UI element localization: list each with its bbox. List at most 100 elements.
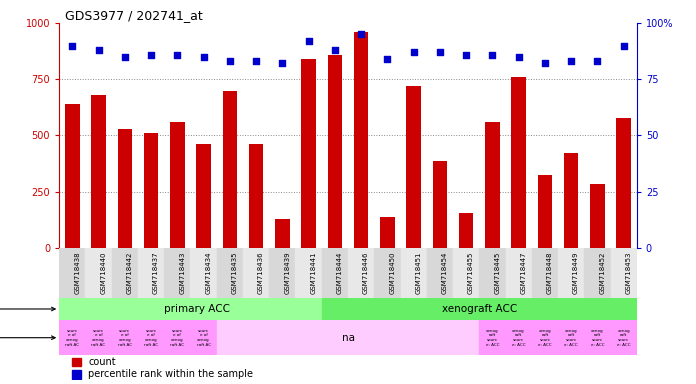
Bar xyxy=(111,248,138,298)
Bar xyxy=(216,320,480,355)
Bar xyxy=(296,248,322,298)
Bar xyxy=(275,219,290,248)
Bar xyxy=(196,144,211,248)
Bar xyxy=(223,91,237,248)
Bar xyxy=(322,298,637,320)
Point xyxy=(382,56,393,62)
Bar xyxy=(374,248,400,298)
Bar xyxy=(400,248,427,298)
Bar xyxy=(144,133,158,248)
Bar xyxy=(590,184,605,248)
Text: GSM718441: GSM718441 xyxy=(310,251,317,294)
Text: count: count xyxy=(88,357,116,367)
Text: GSM718455: GSM718455 xyxy=(468,251,474,294)
Point xyxy=(566,58,577,65)
Bar xyxy=(617,118,631,248)
Text: GSM718452: GSM718452 xyxy=(599,251,606,294)
Bar xyxy=(406,86,421,248)
Bar xyxy=(348,248,374,298)
Text: xenog
raft
sourc
e: ACC: xenog raft sourc e: ACC xyxy=(486,329,499,347)
Point xyxy=(303,38,314,44)
Bar xyxy=(322,248,348,298)
Point xyxy=(513,54,524,60)
Text: GSM718445: GSM718445 xyxy=(494,251,500,294)
Text: GSM718448: GSM718448 xyxy=(547,251,553,294)
Text: GSM718451: GSM718451 xyxy=(416,251,422,294)
Point xyxy=(119,54,130,60)
Bar xyxy=(453,248,480,298)
Text: GSM718446: GSM718446 xyxy=(363,251,369,294)
Bar xyxy=(427,248,453,298)
Text: GSM718453: GSM718453 xyxy=(626,251,631,294)
Text: GSM718434: GSM718434 xyxy=(205,251,212,294)
Point xyxy=(408,49,419,55)
Text: xenog
raft
sourc
e: ACC: xenog raft sourc e: ACC xyxy=(617,329,631,347)
Point xyxy=(198,54,209,60)
Text: xenog
raft
sourc
e: ACC: xenog raft sourc e: ACC xyxy=(512,329,525,347)
Text: sourc
e of
xenog
raft AC: sourc e of xenog raft AC xyxy=(91,329,106,347)
Bar xyxy=(118,129,132,248)
Bar xyxy=(328,55,342,248)
Point xyxy=(93,47,104,53)
Bar xyxy=(249,144,263,248)
Point xyxy=(67,43,78,49)
Text: xenog
raft
sourc
e: ACC: xenog raft sourc e: ACC xyxy=(591,329,604,347)
Point xyxy=(145,51,157,58)
Text: GSM718444: GSM718444 xyxy=(337,251,342,294)
Bar xyxy=(72,370,81,379)
Bar xyxy=(564,153,578,248)
Bar xyxy=(538,175,552,248)
Point xyxy=(592,58,603,65)
Text: GSM718449: GSM718449 xyxy=(573,251,579,294)
Bar xyxy=(269,248,296,298)
Point xyxy=(539,60,551,66)
Bar xyxy=(505,248,532,298)
Bar xyxy=(65,104,79,248)
Text: GDS3977 / 202741_at: GDS3977 / 202741_at xyxy=(65,9,203,22)
Point xyxy=(277,60,288,66)
Text: GSM718450: GSM718450 xyxy=(389,251,395,294)
Text: GSM718436: GSM718436 xyxy=(258,251,264,294)
Bar xyxy=(138,248,164,298)
Text: sourc
e of
xenog
raft AC: sourc e of xenog raft AC xyxy=(171,329,184,347)
Bar xyxy=(301,59,316,248)
Bar xyxy=(532,248,558,298)
Bar xyxy=(354,33,368,248)
Point xyxy=(461,51,472,58)
Bar xyxy=(91,95,106,248)
Text: sourc
e of
xenog
raft AC: sourc e of xenog raft AC xyxy=(196,329,211,347)
Bar xyxy=(72,358,81,366)
Text: sourc
e of
xenog
raft AC: sourc e of xenog raft AC xyxy=(144,329,158,347)
Text: GSM718439: GSM718439 xyxy=(284,251,290,294)
Text: GSM718442: GSM718442 xyxy=(127,251,133,294)
Point xyxy=(487,51,498,58)
Point xyxy=(356,31,367,37)
Point xyxy=(434,49,445,55)
Text: sourc
e of
xenog
raft AC: sourc e of xenog raft AC xyxy=(65,329,79,347)
Bar xyxy=(243,248,269,298)
Bar xyxy=(216,248,243,298)
Bar xyxy=(164,248,191,298)
Text: na: na xyxy=(342,333,354,343)
Bar xyxy=(86,248,111,298)
Point xyxy=(329,47,340,53)
Text: GSM718443: GSM718443 xyxy=(179,251,185,294)
Text: xenograft ACC: xenograft ACC xyxy=(442,304,517,314)
Bar xyxy=(191,248,216,298)
Text: primary ACC: primary ACC xyxy=(164,304,230,314)
Bar xyxy=(480,248,505,298)
Bar xyxy=(170,122,184,248)
Text: xenog
raft
sourc
e: ACC: xenog raft sourc e: ACC xyxy=(564,329,578,347)
Bar xyxy=(59,320,216,355)
Bar xyxy=(585,248,610,298)
Text: GSM718435: GSM718435 xyxy=(232,251,238,294)
Bar xyxy=(480,320,637,355)
Text: GSM718440: GSM718440 xyxy=(100,251,106,294)
Point xyxy=(224,58,235,65)
Bar xyxy=(380,217,395,248)
Point xyxy=(172,51,183,58)
Text: xenog
raft
sourc
e: ACC: xenog raft sourc e: ACC xyxy=(538,329,552,347)
Text: GSM718454: GSM718454 xyxy=(442,251,448,294)
Bar xyxy=(512,78,526,248)
Point xyxy=(618,43,629,49)
